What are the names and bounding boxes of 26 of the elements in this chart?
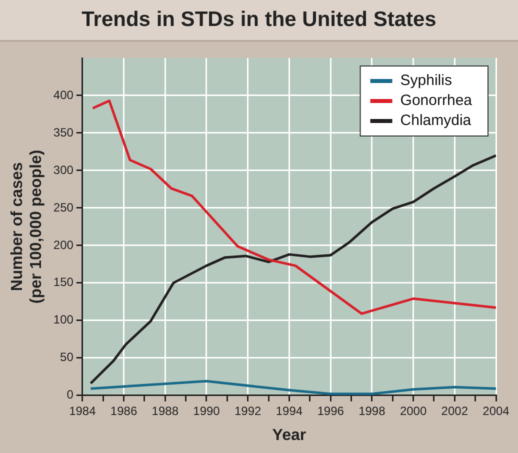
y-tick-label: 50 <box>60 350 74 364</box>
legend-label: Syphilis <box>400 72 452 90</box>
x-tick-label: 2004 <box>482 404 510 418</box>
x-tick-label: 1984 <box>69 404 96 418</box>
y-tick-label: 150 <box>53 275 74 290</box>
x-tick-label: 2002 <box>441 404 468 418</box>
y-tick-label: 400 <box>53 88 74 102</box>
x-tick-label: 1996 <box>317 404 344 418</box>
x-tick-label: 1994 <box>276 404 303 418</box>
legend-label: Chlamydia <box>400 112 472 130</box>
chart-title: Trends in STDs in the United States <box>0 0 518 42</box>
y-tick-label: 200 <box>53 238 74 252</box>
x-tick-label: 2000 <box>400 404 427 418</box>
y-tick-label: 100 <box>53 312 74 327</box>
x-tick-label: 1990 <box>193 404 220 418</box>
y-tick-label: 250 <box>53 200 74 214</box>
y-tick-label: 300 <box>53 162 74 177</box>
x-tick-label: 1988 <box>152 404 179 418</box>
y-axis-title: Number of cases (per 100,000 people) <box>9 150 46 304</box>
y-tick-label: 0 <box>66 388 74 402</box>
y-tick-label: 350 <box>53 125 74 140</box>
x-tick-label: 1998 <box>358 404 386 418</box>
x-tick-label: 1992 <box>234 404 262 418</box>
legend-label: Gonorrhea <box>400 92 473 110</box>
x-tick-label: 1986 <box>110 404 138 418</box>
x-axis-title: Year <box>272 426 306 444</box>
